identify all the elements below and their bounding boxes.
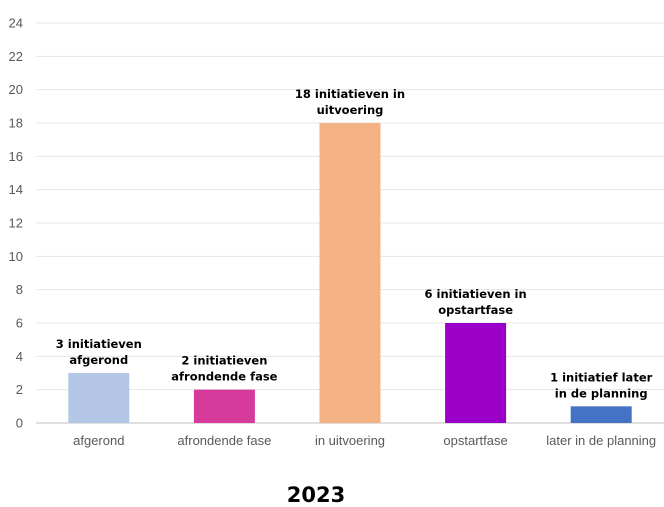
y-tick-label: 6 xyxy=(16,316,23,331)
data-label: uitvoering xyxy=(317,103,384,117)
data-label: 2 initiatieven xyxy=(181,354,267,368)
data-labels: 3 initiatieven afgerond 2 initiatieven afro… xyxy=(56,87,653,400)
y-tick-label: 16 xyxy=(9,149,23,164)
bars xyxy=(68,123,632,423)
y-tick-label: 12 xyxy=(9,216,23,231)
data-label: afrondende fase xyxy=(171,370,277,384)
data-label: 3 initiatieven xyxy=(56,337,142,351)
x-category-label: afrondende fase xyxy=(177,433,271,448)
y-tick-label: 20 xyxy=(9,82,23,97)
y-tick-label: 14 xyxy=(9,182,23,197)
x-axis-categories: afgerond afrondende fase in uitvoering opst… xyxy=(73,433,656,448)
bar xyxy=(445,323,507,423)
y-tick-label: 24 xyxy=(9,16,23,31)
bar xyxy=(570,406,632,423)
data-label: in de planning xyxy=(555,386,648,400)
y-tick-label: 10 xyxy=(9,249,23,264)
y-tick-label: 0 xyxy=(16,416,23,431)
bar xyxy=(319,123,381,423)
data-label: afgerond xyxy=(69,353,128,367)
x-category-label: afgerond xyxy=(73,433,124,448)
data-label: 18 initiatieven in xyxy=(295,87,405,101)
y-tick-label: 2 xyxy=(16,382,23,397)
y-tick-label: 18 xyxy=(9,116,23,131)
chart-title: 2023 xyxy=(287,483,345,507)
x-category-label: opstartfase xyxy=(443,433,507,448)
x-category-label: in uitvoering xyxy=(315,433,385,448)
bar xyxy=(68,373,130,423)
data-label: 1 initiatief later xyxy=(550,370,653,384)
y-tick-label: 4 xyxy=(16,349,23,364)
y-tick-label: 8 xyxy=(16,282,23,297)
data-label: 6 initiatieven in xyxy=(425,287,527,301)
x-category-label: later in de planning xyxy=(546,433,656,448)
bar xyxy=(193,389,255,423)
data-label: opstartfase xyxy=(438,303,513,317)
y-tick-label: 22 xyxy=(9,49,23,64)
